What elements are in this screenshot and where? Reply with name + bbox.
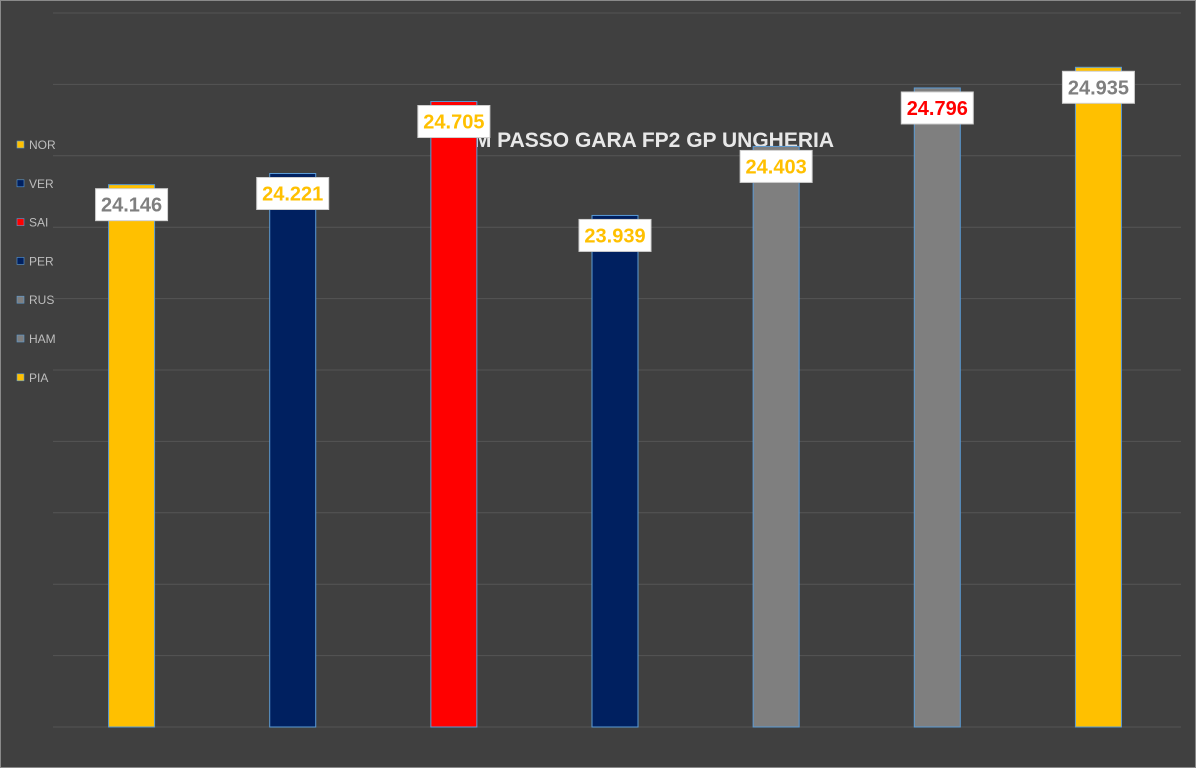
legend-item-pia: PIA (16, 371, 48, 385)
bar-group-nor: 24.146 (95, 184, 169, 728)
legend-item-rus: RUS (16, 293, 54, 307)
legend-swatch (16, 334, 25, 343)
legend-item-nor: NOR (16, 138, 56, 152)
data-label: 24.403 (746, 156, 807, 178)
legend-swatch (16, 218, 25, 226)
data-label-box (739, 149, 813, 183)
bar-sai (430, 101, 478, 728)
legend-item-ham: HAM (16, 332, 56, 346)
legend-swatch (16, 373, 25, 382)
bar-group-rus: 24.403 (739, 145, 813, 728)
data-label-box (95, 188, 169, 222)
data-label: 24.146 (101, 195, 162, 217)
bar-group-sai: 24.705 (417, 101, 491, 728)
bar-pia (1074, 66, 1122, 728)
legend-label: PIA (29, 371, 48, 385)
legend-label: PER (29, 254, 54, 268)
legend-item-per: PER (16, 254, 54, 268)
legend-swatch (16, 140, 25, 149)
legend-label: RUS (29, 293, 54, 307)
bar-rus (752, 145, 800, 728)
data-label: 24.705 (423, 112, 484, 134)
data-label-box (578, 218, 652, 252)
legend-item-sai: SAI (16, 216, 48, 230)
data-label-box (417, 105, 491, 139)
data-label: 24.935 (1068, 77, 1129, 99)
data-label-box (1061, 70, 1135, 104)
bar-nor (108, 184, 156, 728)
bar-group-ver: 24.221 (256, 173, 330, 728)
legend-label: HAM (29, 332, 56, 346)
bar-group-ham: 24.796 (900, 87, 974, 728)
legend: NOR VER SAI PER RUS HAM PIA (16, 138, 56, 385)
legend-label: VER (29, 177, 54, 191)
legend-label: SAI (29, 216, 48, 230)
legend-swatch (16, 179, 25, 188)
chart-title: SIM PASSO GARA FP2 GP UNGHERIA (454, 129, 834, 152)
bar-ver (269, 173, 317, 728)
legend-swatch (16, 295, 25, 304)
bar-group-pia: 24.935 (1061, 66, 1135, 728)
data-label: 23.939 (584, 225, 645, 247)
bar-group-per: 23.939 (578, 214, 652, 728)
data-label-box (900, 91, 974, 125)
legend-swatch (16, 257, 25, 265)
data-label: 24.221 (262, 184, 323, 206)
data-label: 24.796 (907, 98, 968, 120)
bar-ham (913, 87, 961, 728)
bar-per (591, 214, 639, 728)
data-label-box (256, 177, 330, 211)
legend-label: NOR (29, 138, 56, 152)
legend-item-ver: VER (16, 177, 54, 191)
